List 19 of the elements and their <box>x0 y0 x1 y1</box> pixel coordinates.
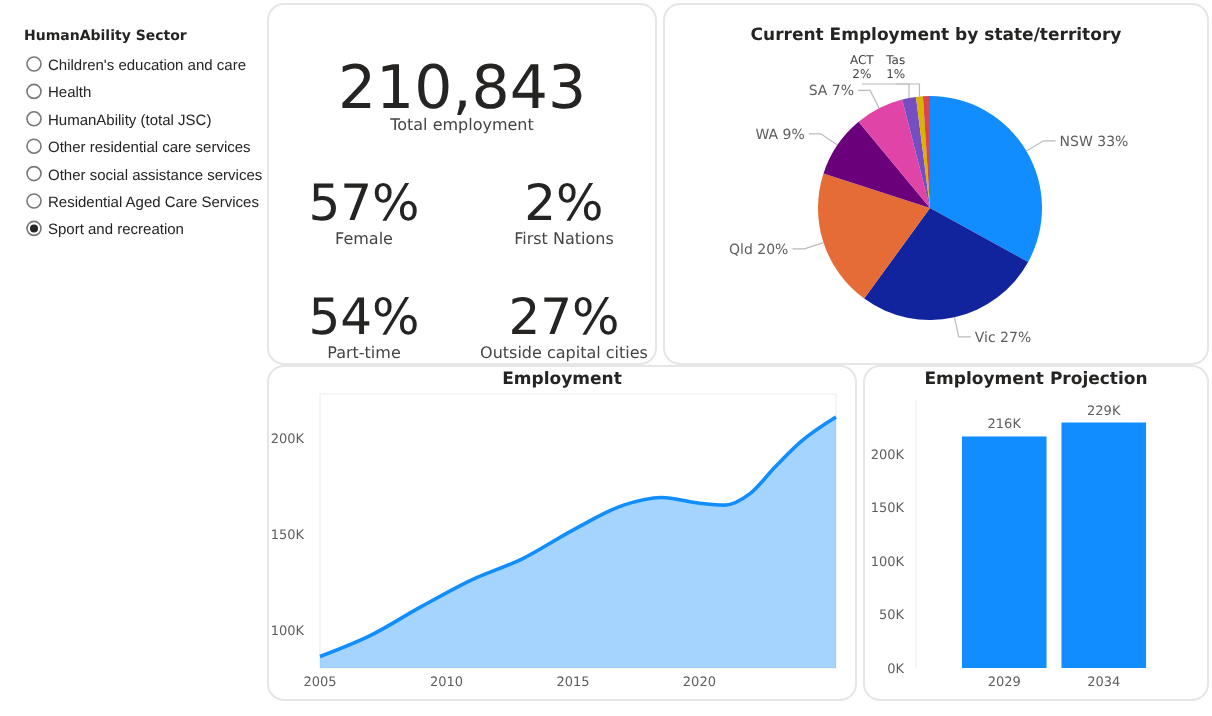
chart-title: Employment <box>502 370 622 390</box>
pie-slice <box>930 96 1042 262</box>
text: 54% <box>308 288 420 346</box>
pie-slice <box>864 208 1029 320</box>
text: Part-time <box>327 344 401 362</box>
text: 27% <box>508 288 620 346</box>
chart-title: Current Employment by state/territory <box>750 26 1123 46</box>
text: 2% <box>524 174 604 232</box>
pie-slice <box>818 173 930 299</box>
text: Female <box>335 230 394 248</box>
chart-title: Employment Projection <box>924 370 1148 390</box>
text: Total employment <box>388 116 534 134</box>
pie-slice <box>823 121 930 208</box>
text: Outside capital cities <box>480 344 648 362</box>
text: 57% <box>308 174 420 232</box>
pie-slice <box>915 96 930 208</box>
text: First Nations <box>514 230 614 248</box>
pie-slice <box>858 99 930 208</box>
pie-slice <box>902 96 930 208</box>
